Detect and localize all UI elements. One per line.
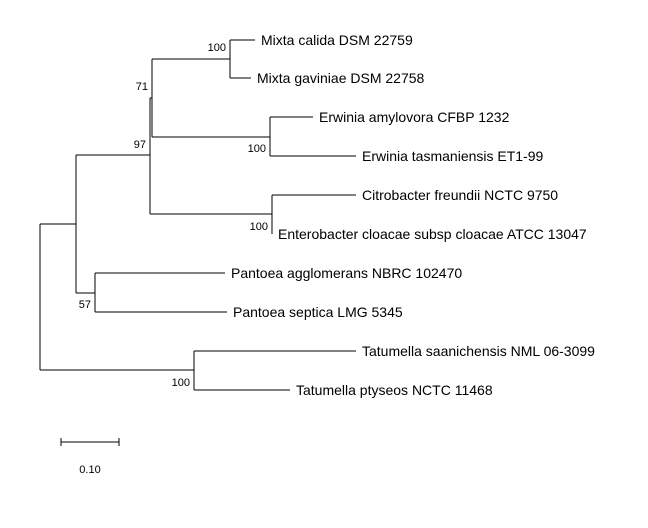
support-values: 100 71 100 97 100 57 100	[79, 42, 268, 389]
taxon-label: Citrobacter freundii NCTC 9750	[362, 187, 558, 203]
support-value-clade-97: 97	[134, 139, 146, 151]
support-value-mixta: 100	[208, 42, 226, 54]
taxon-label: Pantoea septica LMG 5345	[233, 304, 403, 320]
tree-branches	[39, 39, 356, 391]
support-value-erwinia: 100	[248, 143, 266, 155]
scale-bar-label: 0.10	[79, 464, 100, 476]
support-value-citrobacter: 100	[250, 221, 268, 233]
taxon-label: Tatumella ptyseos NCTC 11468	[296, 382, 493, 398]
taxon-label: Tatumella saanichensis NML 06-3099	[362, 343, 595, 359]
taxon-label: Pantoea agglomerans NBRC 102470	[231, 265, 462, 281]
taxon-label: Erwinia amylovora CFBP 1232	[319, 109, 510, 125]
support-value-clade-71: 71	[136, 81, 148, 93]
taxon-label: Erwinia tasmaniensis ET1-99	[362, 148, 544, 164]
taxon-label: Enterobacter cloacae subsp cloacae ATCC …	[278, 226, 587, 242]
scale-bar: 0.10	[60, 438, 120, 476]
taxon-labels: Mixta calida DSM 22759 Mixta gaviniae DS…	[231, 32, 595, 398]
taxon-label: Mixta gaviniae DSM 22758	[257, 70, 425, 86]
taxon-label: Mixta calida DSM 22759	[261, 32, 413, 48]
support-value-pantoea: 57	[79, 299, 91, 311]
support-value-tatumella: 100	[172, 377, 190, 389]
